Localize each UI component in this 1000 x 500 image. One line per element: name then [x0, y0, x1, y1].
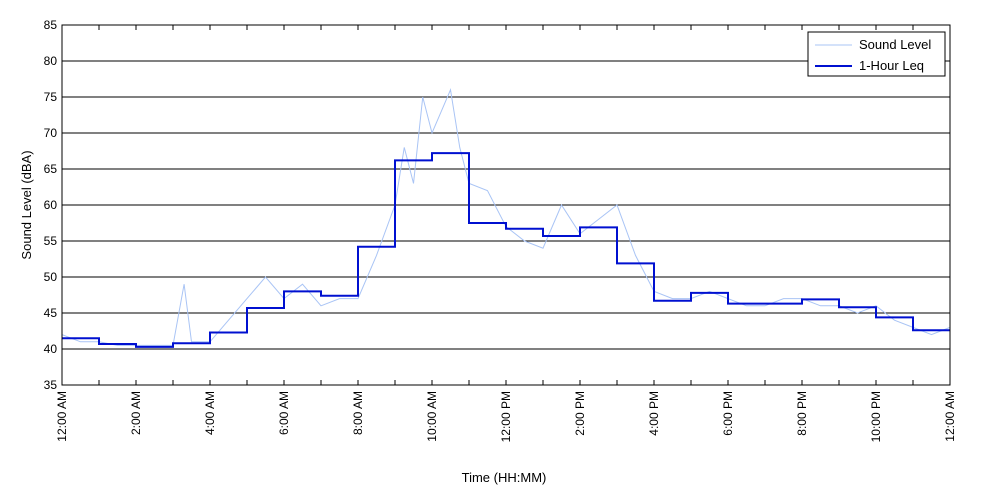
legend-label-sound-level: Sound Level — [859, 37, 931, 52]
y-axis-title: Sound Level (dBA) — [19, 150, 34, 259]
x-tick-label: 8:00 PM — [795, 391, 809, 436]
x-tick-label: 6:00 PM — [721, 391, 735, 436]
x-axis-ticks: 12:00 AM 2:00 AM 4:00 AM 6:00 AM 8:00 AM 10:0… — [55, 25, 957, 442]
y-tick-label: 70 — [44, 126, 58, 140]
x-tick-label: 12:00 AM — [943, 391, 957, 442]
sound-level-line — [61, 88, 951, 346]
leq-step-line — [62, 152, 950, 348]
x-tick-label: 4:00 PM — [647, 391, 661, 436]
x-tick-label: 10:00 PM — [869, 391, 883, 442]
x-tick-label: 8:00 AM — [351, 391, 365, 435]
legend-label-leq: 1-Hour Leq — [859, 58, 924, 73]
leq-series — [62, 152, 950, 348]
y-tick-label: 75 — [44, 90, 58, 104]
x-tick-label: 2:00 PM — [573, 391, 587, 436]
y-tick-label: 35 — [44, 378, 58, 392]
legend-box — [807, 31, 946, 77]
y-tick-label: 65 — [44, 162, 58, 176]
x-tick-label: 12:00 PM — [499, 391, 513, 442]
y-tick-label: 55 — [44, 234, 58, 248]
x-axis-title: Time (HH:MM) — [462, 470, 547, 485]
legend: Sound Level 1-Hour Leq — [807, 31, 946, 77]
y-tick-label: 45 — [44, 306, 58, 320]
x-tick-label: 2:00 AM — [129, 391, 143, 435]
y-tick-label: 80 — [44, 54, 58, 68]
y-tick-label: 40 — [44, 342, 58, 356]
y-tick-label: 60 — [44, 198, 58, 212]
y-axis-ticks: 35 40 45 50 55 60 65 70 75 80 85 — [44, 18, 67, 392]
x-tick-label: 10:00 AM — [425, 391, 439, 442]
gridlines — [62, 60, 950, 350]
y-tick-label: 85 — [44, 18, 58, 32]
x-tick-label: 6:00 AM — [277, 391, 291, 435]
sound-level-series — [61, 88, 951, 346]
x-tick-label: 4:00 AM — [203, 391, 217, 435]
x-tick-label: 12:00 AM — [55, 391, 69, 442]
y-tick-label: 50 — [44, 270, 58, 284]
